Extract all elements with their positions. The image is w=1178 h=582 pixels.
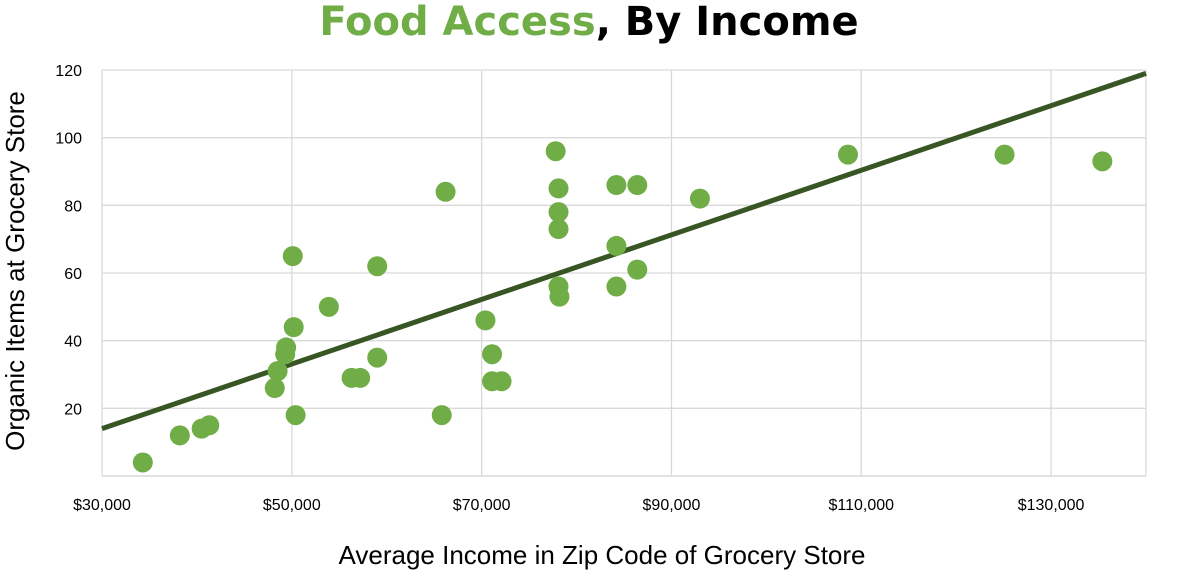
- data-point: [545, 141, 566, 162]
- y-axis-title: Organic Items at Grocery Store: [0, 91, 30, 451]
- data-point: [431, 405, 452, 426]
- y-tick-labels: 20 40 60 80 100 120: [55, 63, 82, 418]
- x-tick-label: $30,000: [73, 497, 131, 514]
- y-tick-label: 80: [64, 198, 82, 215]
- chart-title-highlight: Food Access: [319, 0, 596, 45]
- x-tick-label: $70,000: [453, 497, 511, 514]
- data-point: [606, 175, 627, 196]
- data-points: [132, 141, 1113, 473]
- data-point: [350, 367, 371, 388]
- data-point: [367, 256, 388, 277]
- x-tick-label: $90,000: [643, 497, 701, 514]
- data-point: [282, 246, 303, 267]
- data-point: [689, 188, 710, 209]
- data-point: [482, 344, 503, 365]
- data-point: [276, 337, 297, 358]
- data-point: [606, 235, 627, 256]
- y-tick-label: 60: [64, 266, 82, 283]
- chart-title: Food Access, By Income: [0, 0, 1178, 44]
- x-axis-title: Average Income in Zip Code of Grocery St…: [339, 540, 866, 570]
- data-point: [475, 310, 496, 331]
- data-point: [994, 144, 1015, 165]
- data-point: [367, 347, 388, 368]
- x-tick-label: $50,000: [263, 497, 321, 514]
- y-tick-label: 20: [64, 401, 82, 418]
- data-point: [132, 452, 153, 473]
- data-point: [627, 175, 648, 196]
- data-point: [606, 276, 627, 297]
- data-point: [283, 317, 304, 338]
- data-point: [267, 361, 288, 382]
- data-point: [435, 181, 456, 202]
- data-point: [491, 371, 512, 392]
- y-tick-label: 100: [55, 131, 82, 148]
- data-point: [285, 405, 306, 426]
- x-tick-label: $130,000: [1018, 497, 1085, 514]
- data-point: [264, 378, 285, 399]
- grid-lines: [101, 69, 1147, 476]
- data-point: [1092, 151, 1113, 172]
- chart-title-rest: , By Income: [595, 0, 859, 45]
- data-point: [548, 219, 569, 240]
- x-tick-labels: $30,000 $50,000 $70,000 $90,000 $110,000 $130…: [73, 497, 1084, 514]
- y-tick-label: 40: [64, 334, 82, 351]
- data-point: [169, 425, 190, 446]
- data-point: [548, 202, 569, 223]
- data-point: [318, 296, 339, 317]
- data-point: [837, 144, 858, 165]
- x-tick-label: $110,000: [828, 497, 894, 514]
- data-point: [199, 415, 220, 436]
- data-point: [627, 259, 648, 280]
- data-point: [548, 178, 569, 199]
- y-tick-label: 120: [55, 63, 82, 80]
- data-point: [549, 286, 570, 307]
